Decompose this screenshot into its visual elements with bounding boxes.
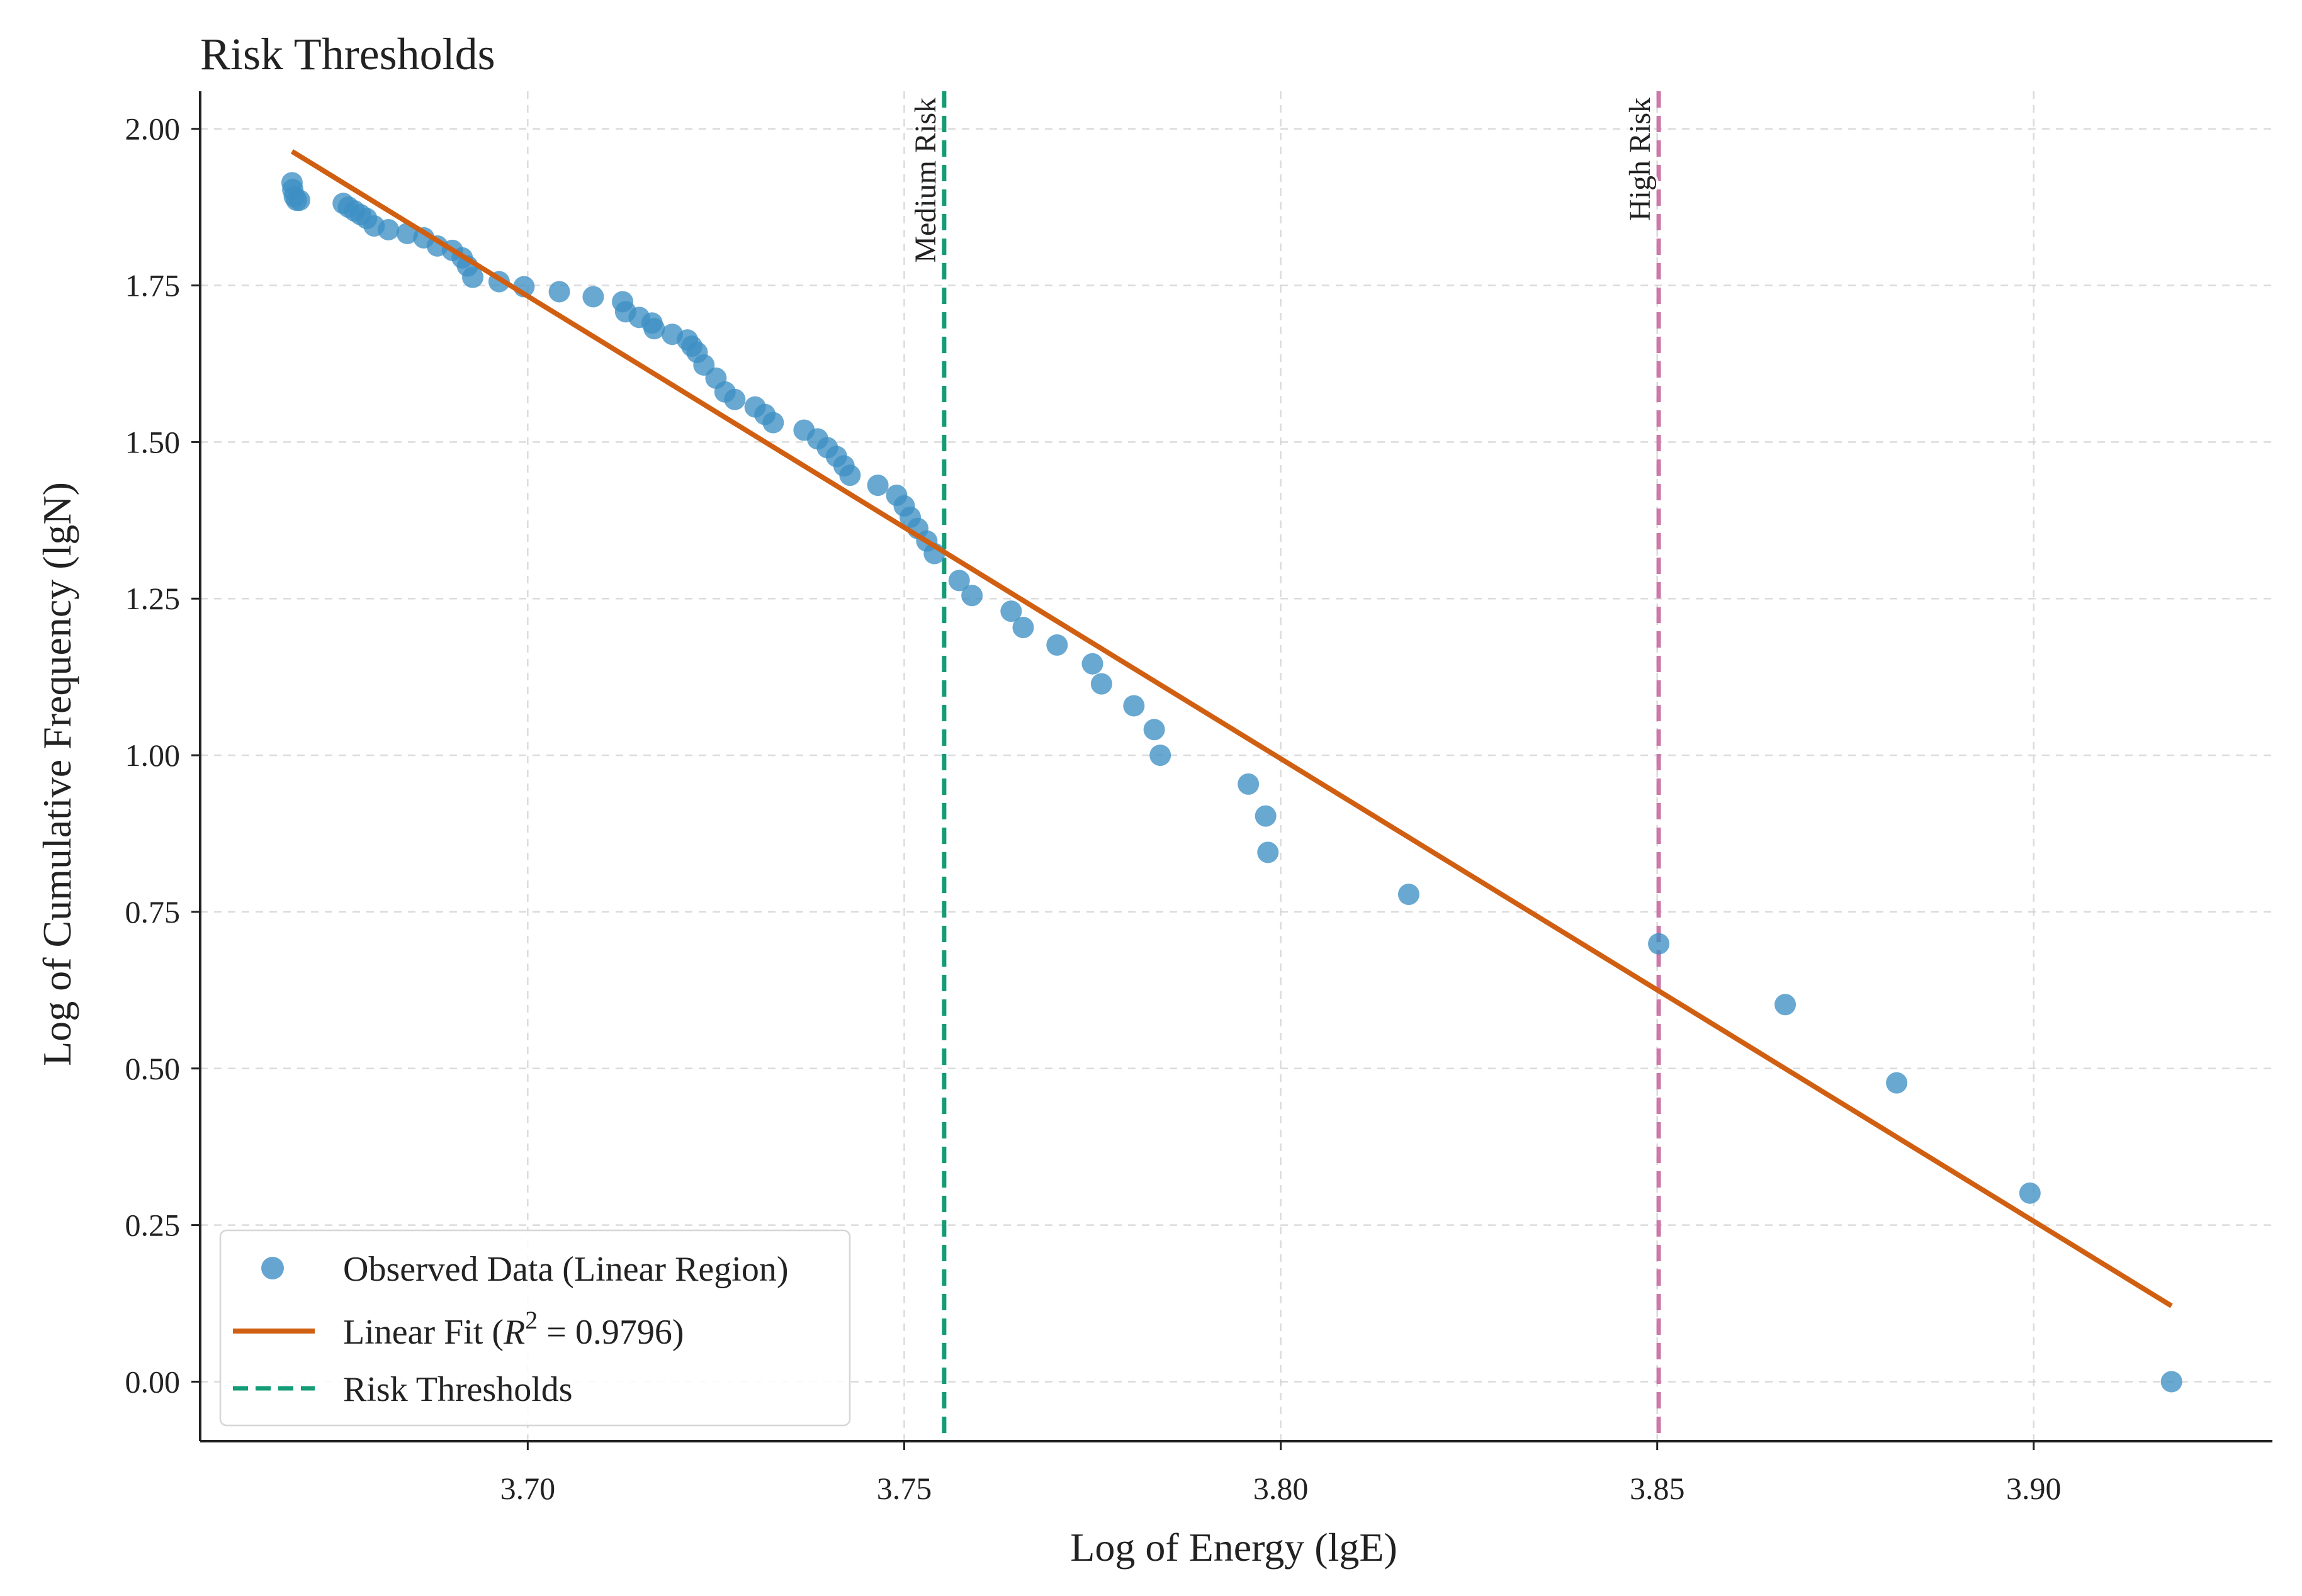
x-tick-label: 3.70 [500,1471,556,1506]
y-tick-label: 0.25 [125,1208,181,1243]
risk-threshold-label: High Risk [1623,98,1657,221]
data-point [1000,600,1022,622]
x-tick-label: 3.75 [877,1471,932,1506]
legend-fit-prefix: Linear Fit ( [343,1313,504,1352]
data-point [961,585,983,607]
data-point [1149,745,1171,767]
legend-fit-r: R [503,1313,525,1352]
y-tick-label: 0.00 [125,1364,181,1399]
data-point [839,464,861,486]
y-tick-label: 0.75 [125,894,181,930]
y-tick-label: 1.75 [125,268,181,303]
ticks-layer: 3.70 3.75 3.80 3.85 3.90 0.00 0.25 0.50 0.75 1.00… [125,111,2062,1506]
legend-fit-sup: 2 [525,1306,538,1334]
data-point [548,281,570,303]
data-point [867,475,889,497]
data-point [1886,1072,1908,1094]
axes-layer [199,91,2272,1442]
x-tick-label: 3.80 [1253,1471,1309,1506]
y-axis-title: Log of Cumulative Frequency (lgN) [35,482,79,1066]
data-point [582,286,604,308]
data-point [1774,994,1797,1016]
x-tick-label: 3.90 [2006,1471,2062,1506]
y-tick-label: 2.00 [125,111,181,147]
data-point [1397,884,1419,906]
data-point [1257,841,1279,863]
linear-fit-line [290,149,2173,1308]
data-point [1046,634,1068,656]
data-point [462,266,484,288]
legend-marker-observed [261,1257,284,1279]
data-point [1143,719,1165,741]
y-tick-label: 1.25 [125,581,181,616]
data-point [1238,773,1260,795]
x-axis-title: Log of Energy (lgE) [1070,1525,1397,1570]
chart-title: Risk Thresholds [200,29,495,79]
legend-label-thresholds: Risk Thresholds [343,1370,573,1409]
x-tick-label: 3.85 [1630,1471,1685,1506]
legend-label-fit: Linear Fit (R2 = 0.9796) [343,1306,684,1352]
legend-fit-suffix: = 0.9796) [538,1313,684,1352]
data-point [288,189,310,211]
data-point [2019,1182,2041,1204]
data-point [1012,617,1034,639]
data-point [948,570,970,592]
data-point [378,218,400,240]
legend-label-observed: Observed Data (Linear Region) [343,1250,789,1289]
legend: Observed Data (Linear Region) Linear Fit… [219,1229,851,1427]
data-point [1255,805,1277,827]
data-point [724,388,746,410]
risk-threshold-label: Medium Risk [909,98,942,263]
data-point [1648,933,1670,955]
data-point [2160,1371,2182,1393]
legend-box [219,1229,851,1427]
data-point [762,412,784,434]
y-tick-label: 1.00 [125,738,181,773]
threshold-layer: Medium Risk High Risk [906,91,1661,1441]
fit-layer [290,149,2173,1308]
data-point [1090,673,1112,695]
data-point [1081,653,1103,675]
data-point [643,318,665,340]
points-layer [281,172,2182,1393]
y-tick-label: 1.50 [125,424,181,459]
y-tick-label: 0.50 [125,1051,181,1086]
data-point [1123,695,1145,717]
